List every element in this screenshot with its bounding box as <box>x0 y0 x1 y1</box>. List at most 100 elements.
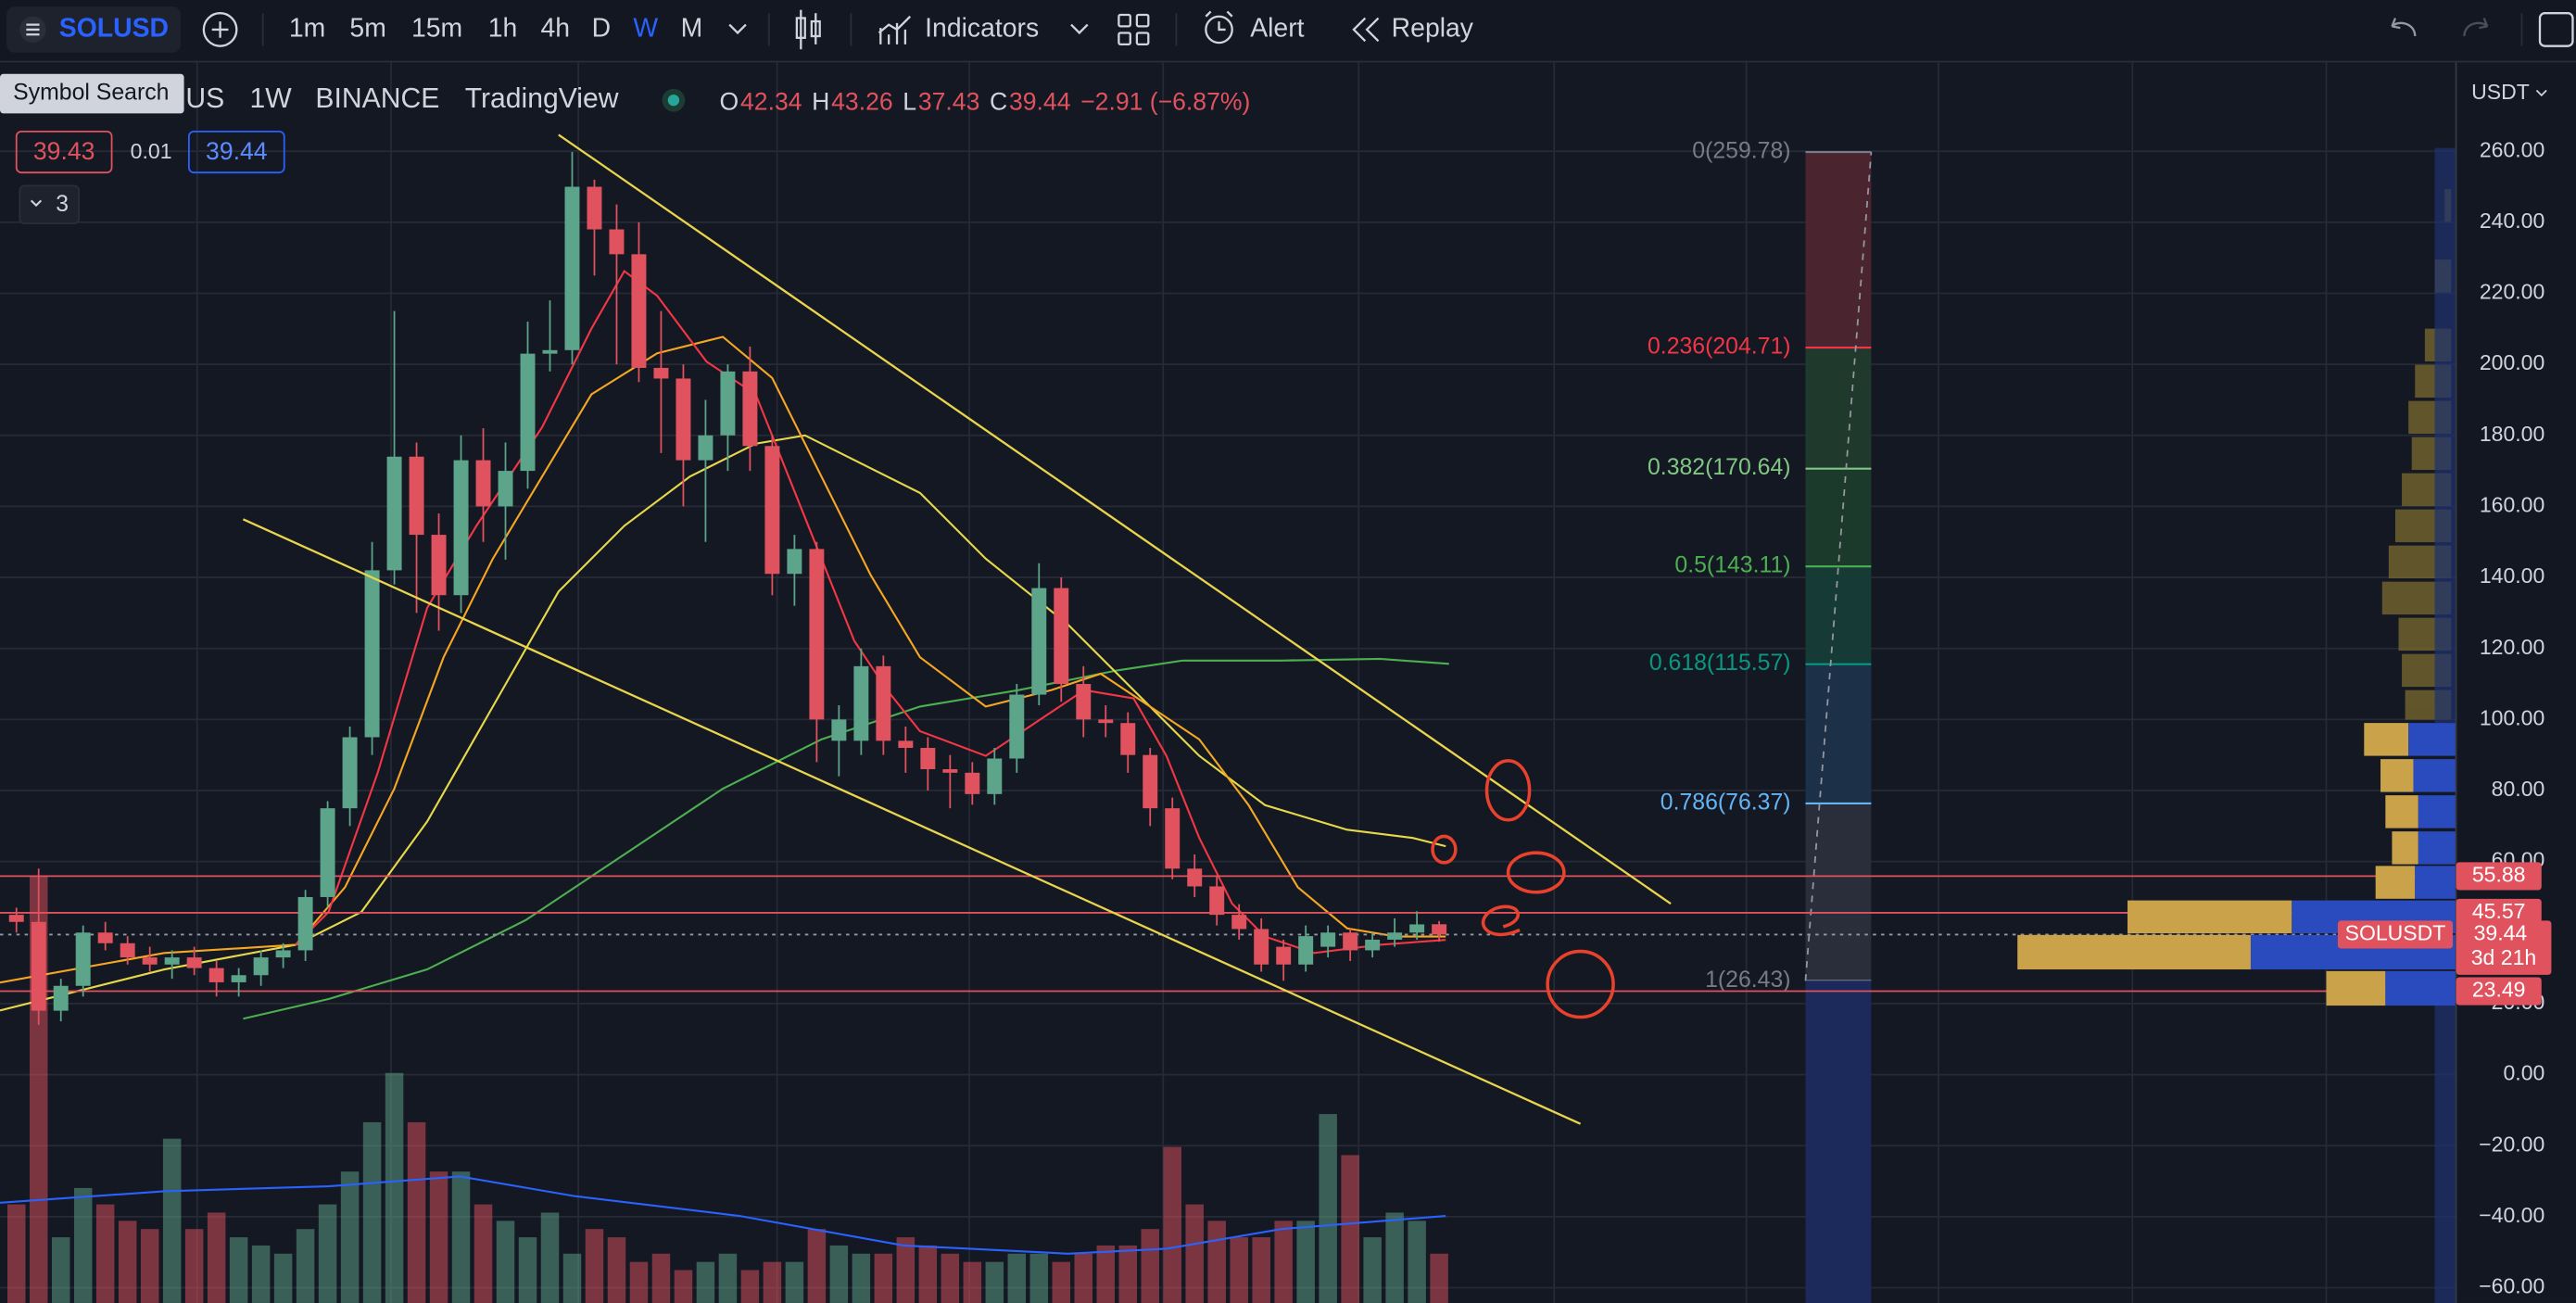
volume-bar <box>474 1204 493 1303</box>
fib-zone <box>1805 664 1872 803</box>
last-price-tag <box>2456 920 2552 975</box>
candle-body <box>1054 588 1069 685</box>
source: TradingView <box>465 83 619 114</box>
volume-bar <box>184 1229 204 1303</box>
candle-body <box>1187 868 1203 887</box>
volume-ma <box>0 1175 1446 1255</box>
candle-body <box>1009 694 1025 759</box>
last-price-label: 39.44 <box>2474 921 2528 945</box>
price-tag <box>2456 977 2542 1006</box>
candle-body <box>876 665 891 741</box>
volume-bar <box>407 1121 426 1303</box>
fib-label: 0(259.78) <box>1692 139 1790 164</box>
candle-body <box>409 456 424 536</box>
candle-body <box>364 570 380 738</box>
volume-bar <box>740 1270 760 1303</box>
interval: 1W <box>249 83 292 114</box>
volume-bar <box>229 1237 248 1303</box>
candle-body <box>1276 946 1292 965</box>
y-tick-label: 0.00 <box>2503 1061 2544 1085</box>
price-axis: USDT 260.00 240.00 220.00 200.00 180.00 160.0… <box>2455 62 2576 1303</box>
fib-zone <box>1805 348 1872 469</box>
candle-body <box>942 769 958 773</box>
candle-body <box>164 957 180 965</box>
interval-button[interactable]: W <box>633 13 658 43</box>
layouts[interactable] <box>1118 13 1150 46</box>
y-tick-label: 240.00 <box>2480 209 2544 233</box>
volume-bar <box>1141 1229 1159 1303</box>
volume-bar <box>362 1121 382 1303</box>
symbol-tag-label: SOLUSDT <box>2345 921 2446 945</box>
ohlc-key: C <box>990 88 1007 116</box>
change: −2.91 (−6.87%) <box>1080 88 1250 116</box>
volume-bar <box>385 1072 404 1303</box>
interval-button[interactable]: 1h <box>488 13 518 43</box>
chart-type[interactable] <box>795 9 821 50</box>
candle-body <box>1143 754 1158 809</box>
candle-body <box>853 665 869 741</box>
volume-bar <box>1430 1253 1448 1303</box>
alert-button[interactable]: Alert <box>1250 13 1304 43</box>
candle-body <box>564 186 580 350</box>
volume-bar <box>118 1221 137 1303</box>
volume-bar <box>318 1204 337 1303</box>
volume-bar <box>1163 1146 1181 1303</box>
volume-bar <box>6 1204 26 1303</box>
interval-button[interactable]: 5m <box>349 13 385 43</box>
candle-body <box>653 367 669 379</box>
candle-body <box>1298 936 1314 965</box>
bid-box[interactable] <box>15 130 113 174</box>
volume-bar <box>73 1187 93 1303</box>
ohlc-key: H <box>812 88 829 116</box>
interval-button[interactable]: 1m <box>289 13 325 43</box>
volume-bar <box>1252 1237 1270 1303</box>
indicators-button[interactable]: Indicators <box>925 13 1039 43</box>
volume-bar <box>1096 1245 1116 1303</box>
fib-label: 0.5(143.11) <box>1674 553 1790 578</box>
fib-zone <box>1805 566 1872 664</box>
volume-bar <box>1341 1155 1359 1303</box>
candle-body <box>8 915 24 922</box>
y-tick-label: 180.00 <box>2480 422 2544 446</box>
indicator-count[interactable]: 3 <box>56 192 69 217</box>
candle-body <box>965 772 980 794</box>
interval-button[interactable]: 4h <box>540 13 570 43</box>
ohlc-key: L <box>903 88 916 116</box>
symbol[interactable]: SOLUSD <box>59 13 169 43</box>
undo[interactable] <box>2391 18 2417 37</box>
replay-button[interactable]: Replay <box>1392 13 1474 43</box>
currency[interactable]: USDT <box>2471 80 2530 104</box>
add-symbol[interactable] <box>202 12 238 47</box>
candle-body <box>987 758 1003 794</box>
interval-menu[interactable] <box>728 23 747 35</box>
symbol-button[interactable] <box>6 6 182 53</box>
volume-bar <box>1007 1253 1027 1303</box>
tooltip <box>0 73 184 114</box>
trendlines <box>242 133 1672 1125</box>
volume-bar <box>162 1138 182 1303</box>
y-tick-label: 100.00 <box>2480 705 2544 729</box>
candle-body <box>720 371 736 436</box>
symbol-tag <box>2337 920 2454 949</box>
candle-body <box>742 371 758 447</box>
ask-box[interactable] <box>188 130 285 174</box>
indicators-toggle[interactable] <box>19 184 80 225</box>
interval-button[interactable]: 15m <box>411 13 462 43</box>
bid[interactable]: 39.43 <box>33 137 95 165</box>
candle-body <box>609 229 625 255</box>
y-tick-label: −20.00 <box>2479 1132 2544 1156</box>
candle-body <box>1076 684 1092 720</box>
candle-body <box>1432 924 1447 935</box>
candle-body <box>275 950 291 958</box>
interval-button[interactable]: D <box>592 13 611 43</box>
volume-bar <box>451 1171 471 1303</box>
candle-body <box>1120 723 1136 755</box>
candle-body <box>1409 924 1425 933</box>
volume-bar <box>1296 1221 1315 1303</box>
price-tag <box>2456 862 2542 891</box>
ask[interactable]: 39.44 <box>206 137 268 165</box>
candle-body <box>1209 886 1225 916</box>
interval-button[interactable]: M <box>681 13 703 43</box>
redo[interactable] <box>2463 18 2489 37</box>
fullscreen[interactable] <box>2538 12 2574 47</box>
